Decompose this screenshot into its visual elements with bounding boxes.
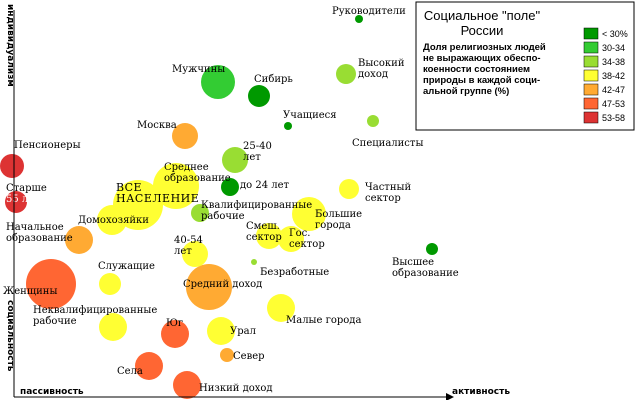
x-axis-arrow <box>446 393 454 400</box>
axes: пассивность активность индивидуализм соц… <box>5 4 510 400</box>
legend-title: Социальное "поле" России <box>424 8 541 38</box>
bubble-19 <box>256 223 282 249</box>
legend-swatch-5 <box>583 83 599 96</box>
bubble-6 <box>367 115 379 127</box>
bubble-label-14: ВСЕ НАСЕЛЕНИЕ <box>116 181 199 205</box>
bubble-7 <box>172 123 198 149</box>
y-axis-low-label: социальность <box>5 300 15 372</box>
legend-swatch-7 <box>583 111 599 124</box>
bubble-label-6: Специалисты <box>352 138 423 149</box>
bubble-label-21: 40-54 лет <box>174 235 203 257</box>
legend-item-label-5: 42-47 <box>602 85 625 95</box>
bubble-2 <box>201 65 235 99</box>
legend-swatch-3 <box>583 55 599 68</box>
bubble-9 <box>0 154 24 178</box>
bubble-3 <box>248 85 270 107</box>
legend-swatch-4 <box>583 69 599 82</box>
bubble-33 <box>173 371 201 399</box>
legend-item-label-4: 38-42 <box>602 71 625 81</box>
bubble-21 <box>182 241 208 267</box>
bubble-22 <box>426 243 438 255</box>
bubble-27 <box>99 313 127 341</box>
x-axis-label: активность <box>452 387 510 397</box>
bubble-label-1: Руководители <box>332 6 406 17</box>
bubble-15 <box>191 204 209 222</box>
bubble-23 <box>251 259 257 265</box>
bubble-label-30: Урал <box>230 326 256 337</box>
bubble-16 <box>292 197 326 231</box>
bubble-label-31: Север <box>233 351 265 362</box>
bubble-13 <box>5 191 27 213</box>
bubble-11 <box>221 178 239 196</box>
bubble-label-25: Средний доход <box>183 279 262 290</box>
bubble-25 <box>186 264 232 310</box>
bubble-18 <box>65 226 93 254</box>
bubble-24 <box>99 273 121 295</box>
bubble-label-4: Высокий доход <box>358 58 405 80</box>
bubble-label-12: Частный сектор <box>365 182 411 204</box>
bubble-label-20: Гос. сектор <box>289 228 325 250</box>
bubble-26 <box>26 259 76 309</box>
legend-swatch-2 <box>583 41 599 54</box>
bubble-label-33: Низкий доход <box>199 383 273 394</box>
bubble-label-26: Женщины <box>3 286 57 297</box>
legend-item-label-6: 47-53 <box>602 99 625 109</box>
legend-swatch-6 <box>583 97 599 110</box>
bubble-label-32: Села <box>117 366 143 377</box>
legend-title-text: Социальное "поле" России <box>424 8 541 38</box>
bubble-label-23: Безработные <box>260 267 329 278</box>
legend-swatch-1 <box>583 27 599 40</box>
bubble-label-2: Мужчины <box>172 64 225 75</box>
bubble-label-18: Начальное образование <box>6 222 73 244</box>
bubble-label-11: до 24 лет <box>240 180 290 191</box>
bubble-label-29: Юг <box>166 318 183 329</box>
bubble-10 <box>153 163 199 209</box>
x-axis-low-label: пассивность <box>20 387 84 397</box>
bubble-31 <box>220 348 234 362</box>
bubble-8 <box>222 147 248 173</box>
legend-item-label-3: 34-38 <box>602 57 625 67</box>
bubble-label-16: Большие города <box>315 209 362 231</box>
legend-item-label-1: < 30% <box>602 29 628 39</box>
bubbles-layer <box>0 15 438 399</box>
bubble-12 <box>339 179 359 199</box>
bubble-30 <box>207 317 235 345</box>
bubble-1 <box>355 15 363 23</box>
legend-subtitle: Доля религиозных людей не выражающих обес… <box>423 42 546 97</box>
bubble-label-22: Высшее образование <box>392 257 459 279</box>
legend-items: < 30% 30-34 34-38 38-42 42-47 47-53 53-58 <box>583 27 628 124</box>
bubble-29 <box>161 320 189 348</box>
y-axis-high-label: индивидуализм <box>5 4 15 87</box>
labels-layer: Руководители Мужчины Сибирь Высокий доход Уча… <box>3 6 459 394</box>
bubble-label-13: Старше 55 лет <box>6 183 47 205</box>
bubble-label-28: Малые города <box>286 315 361 326</box>
legend: Социальное "поле" России Доля религиозных… <box>415 1 635 131</box>
legend-subtitle-text: Доля религиозных людей не выражающих обес… <box>423 42 546 97</box>
legend-item-label-2: 30-34 <box>602 43 625 53</box>
bubble-28 <box>267 294 295 322</box>
bubble-label-3: Сибирь <box>254 74 293 85</box>
bubble-17 <box>97 205 127 235</box>
bubble-label-7: Москва <box>137 120 177 131</box>
bubble-label-19: Смеш. сектор <box>246 221 282 243</box>
bubble-4 <box>336 64 356 84</box>
bubble-5 <box>284 122 292 130</box>
bubble-label-8: 25-40 лет <box>243 141 272 163</box>
bubble-label-24: Служащие <box>98 261 155 272</box>
bubble-label-15: Квалифицированные рабочие <box>201 200 312 222</box>
bubble-label-27: Неквалифицированные рабочие <box>33 305 157 327</box>
bubble-label-17: Домохозяйки <box>78 215 149 226</box>
bubble-32 <box>135 352 163 380</box>
bubble-label-9: Пенсионеры <box>14 140 81 151</box>
bubble-label-10: Среднее образование <box>164 162 231 184</box>
bubble-label-5: Учащиеся <box>283 110 337 121</box>
legend-item-label-7: 53-58 <box>602 113 625 123</box>
bubble-20 <box>278 226 304 252</box>
